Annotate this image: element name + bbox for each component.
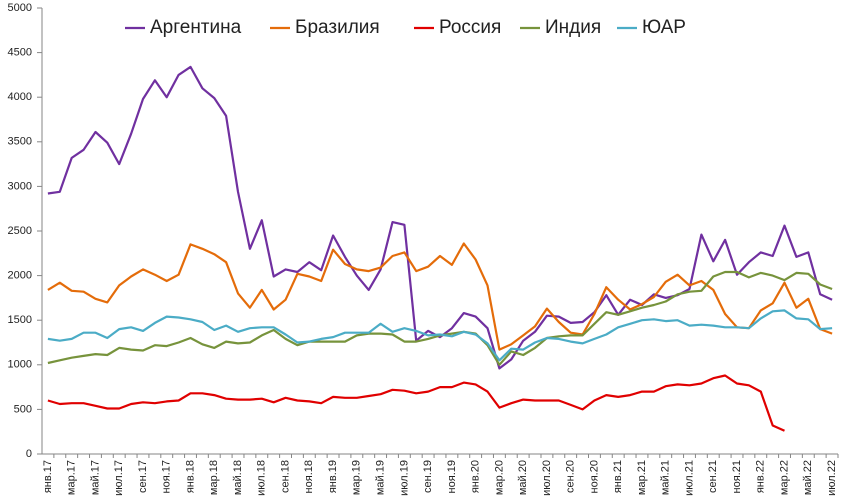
x-tick-label: мар.18	[208, 460, 220, 495]
x-tick-label: сен.20	[565, 460, 577, 493]
legend-label: Аргентина	[150, 17, 242, 38]
y-tick-label: 500	[14, 403, 32, 415]
y-tick-label: 2000	[8, 270, 32, 282]
x-tick-label: ноя.21	[731, 460, 743, 493]
legend-label: Россия	[439, 17, 501, 38]
x-tick-label: янв.18	[184, 460, 196, 493]
x-tick-label: сен.18	[279, 460, 291, 493]
x-tick-label: ноя.17	[161, 460, 173, 493]
series-line	[47, 242, 833, 351]
x-tick-label: янв.20	[470, 460, 482, 493]
x-tick-label: ноя.18	[303, 460, 315, 493]
y-tick-label: 0	[26, 448, 32, 460]
legend-label: Индия	[545, 17, 601, 38]
y-tick-label: 1500	[8, 314, 32, 326]
y-tick-label: 1000	[8, 359, 32, 371]
y-tick-label: 2500	[8, 225, 32, 237]
x-tick-label: май.18	[232, 460, 244, 495]
x-tick-label: сен.19	[422, 460, 434, 493]
y-tick-label: 3000	[8, 180, 32, 192]
x-tick-label: янв.19	[327, 460, 339, 493]
legend-label: ЮАР	[642, 17, 686, 38]
series-line	[47, 65, 833, 370]
x-tick-label: сен.21	[707, 460, 719, 493]
x-tick-label: янв.17	[42, 460, 54, 493]
y-tick-label: 3500	[8, 136, 32, 148]
y-tick-label: 5000	[8, 2, 32, 14]
x-tick-label: май.20	[517, 460, 529, 495]
x-tick-label: июл.22	[826, 460, 838, 496]
series-line	[47, 309, 833, 362]
x-tick-label: июл.20	[541, 460, 553, 496]
x-tick-label: мар.21	[636, 460, 648, 495]
x-tick-label: мар.19	[351, 460, 363, 495]
x-tick-label: май.19	[375, 460, 387, 495]
x-tick-label: май.21	[660, 460, 672, 495]
y-tick-label: 4000	[8, 91, 32, 103]
x-tick-label: май.22	[802, 460, 814, 495]
x-tick-label: июл.21	[683, 460, 695, 496]
x-tick-label: янв.21	[612, 460, 624, 493]
x-tick-label: ноя.19	[446, 460, 458, 493]
x-tick-label: июл.17	[113, 460, 125, 496]
x-tick-label: сен.17	[137, 460, 149, 493]
x-tick-label: ноя.20	[588, 460, 600, 493]
x-tick-label: мар.17	[66, 460, 78, 495]
x-tick-label: июл.18	[256, 460, 268, 496]
x-tick-label: янв.22	[755, 460, 767, 493]
legend-label: Бразилия	[295, 17, 380, 38]
x-tick-label: май.17	[89, 460, 101, 495]
x-tick-label: июл.19	[398, 460, 410, 496]
series-line	[47, 374, 785, 432]
y-tick-label: 4500	[8, 47, 32, 59]
x-tick-label: мар.20	[493, 460, 505, 495]
x-tick-label: мар.22	[778, 460, 790, 495]
